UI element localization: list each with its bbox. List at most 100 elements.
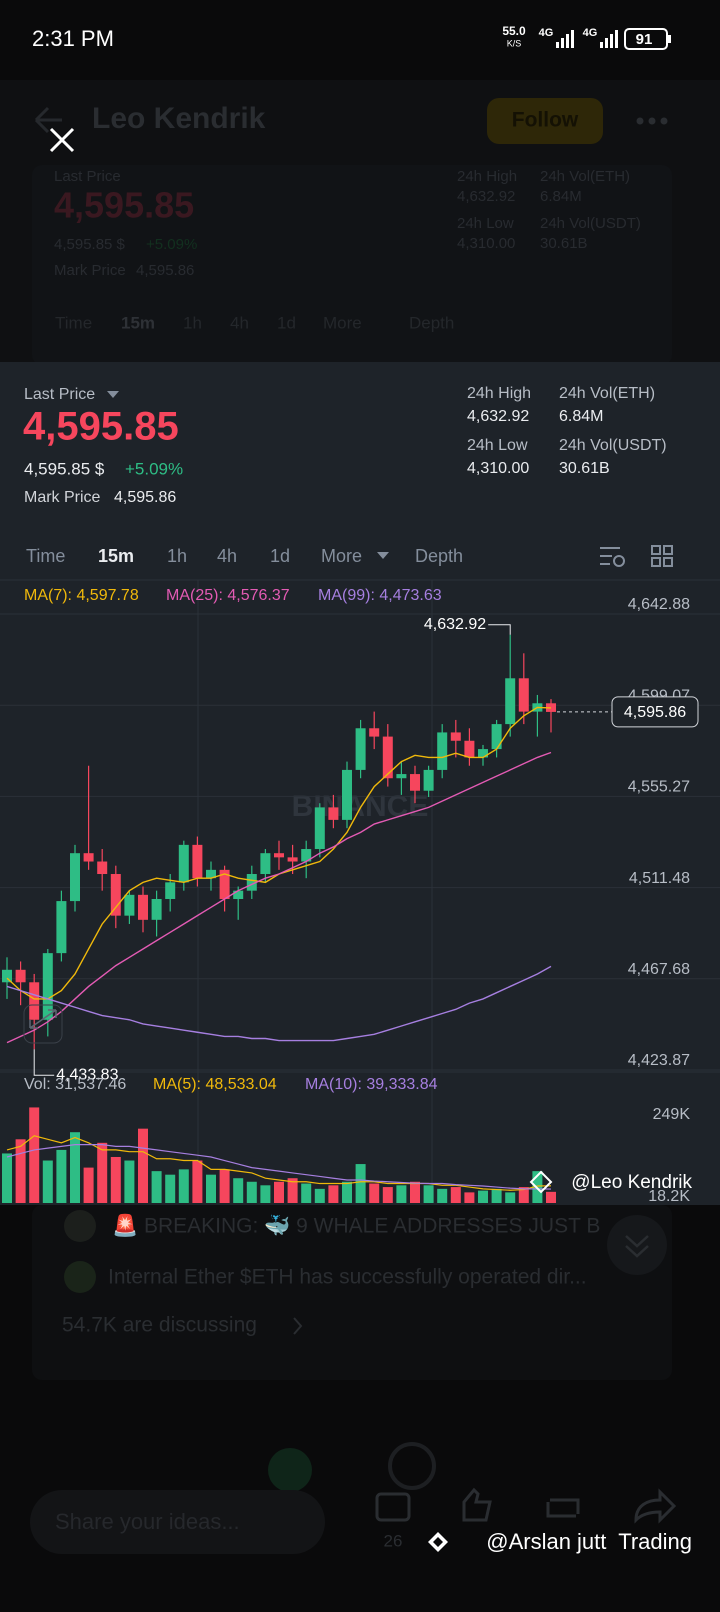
volume-bar — [478, 1190, 488, 1203]
chart: 4,642.884,599.074,555.274,511.484,467.68… — [0, 587, 720, 1205]
candle-body — [15, 969, 26, 983]
comment-icon[interactable] — [375, 1492, 411, 1522]
follow-button[interactable] — [487, 98, 603, 144]
candle-body — [287, 857, 298, 862]
volume-bar — [260, 1185, 271, 1203]
y-tick-label: 18.2K — [648, 1188, 690, 1205]
more-icon[interactable] — [636, 117, 668, 125]
volume-ma-line — [6, 1135, 552, 1191]
battery — [624, 28, 668, 50]
candle-body — [464, 740, 475, 758]
interval-tab[interactable]: 15m — [98, 546, 134, 566]
dim-value: 4,595.86 — [136, 262, 194, 279]
stat-value: 4,632.92 — [467, 408, 529, 425]
post-text: Internal Ether $ETH has successfully ope… — [108, 1266, 587, 1289]
candle-body — [423, 769, 434, 791]
y-tick-label: 4,467.68 — [628, 961, 690, 978]
dropdown-icon[interactable] — [107, 391, 119, 398]
stat-label: 24h Low — [467, 437, 528, 454]
y-tick-label: 249K — [653, 1106, 691, 1123]
volume-bar — [369, 1183, 380, 1203]
interval-tab[interactable]: Time — [26, 546, 65, 566]
dim-label: Last Price — [54, 168, 121, 185]
watermark: BINANCE — [292, 790, 429, 823]
share-icon[interactable] — [388, 1442, 436, 1490]
volume-bar — [165, 1174, 176, 1203]
signal-icon — [600, 30, 618, 48]
like-icon[interactable] — [462, 1487, 492, 1522]
status-time: 2:31 PM — [32, 26, 114, 51]
layout-icon[interactable] — [651, 545, 673, 567]
volume-bar — [518, 1187, 529, 1203]
interval-tab[interactable]: More — [321, 546, 362, 566]
candle-body — [437, 732, 448, 770]
comment-input[interactable] — [30, 1490, 325, 1554]
mark-price: 4,595.86 — [114, 489, 176, 506]
reaction-icon[interactable] — [268, 1448, 312, 1492]
dim-value: 30.61B — [540, 235, 588, 252]
volume-bar — [97, 1142, 108, 1203]
volume-bar — [437, 1188, 448, 1203]
price-line-label: 4,595.86 — [624, 704, 686, 721]
last-price-label: Last Price — [24, 386, 95, 403]
candle-body — [83, 853, 94, 862]
candle-body — [124, 894, 135, 916]
dim-tab: 4h — [230, 313, 249, 332]
back-icon[interactable] — [34, 106, 62, 134]
dim-label: 24h Low — [457, 215, 514, 232]
stat-value: 30.61B — [559, 460, 610, 477]
candle-body — [56, 901, 67, 954]
candle-body — [178, 844, 189, 883]
ma-line — [6, 751, 552, 1044]
post-text: 🚨 BREAKING: 🐳 9 WHALE ADDRESSES JUST B — [112, 1213, 600, 1238]
candle-body — [219, 869, 230, 899]
forward-icon[interactable] — [634, 1488, 677, 1524]
volume-bar — [450, 1187, 461, 1203]
candle-body — [314, 807, 325, 850]
chevron[interactable] — [293, 1317, 303, 1335]
expand-icon[interactable] — [29, 1009, 57, 1029]
interval-tab[interactable]: Depth — [415, 546, 463, 566]
dim-label: Mark Price — [54, 262, 126, 279]
signal-icon — [556, 30, 574, 48]
dim-post-card — [32, 1205, 672, 1380]
interval-tab[interactable]: 1d — [270, 546, 290, 566]
dim-tab: 15m — [121, 313, 155, 332]
settings-icon[interactable] — [600, 547, 625, 567]
dropdown-icon[interactable] — [377, 552, 389, 559]
dim-tabs: Time 15m 1h 4h 1d More Depth — [55, 313, 454, 332]
expand-button[interactable] — [23, 1004, 63, 1044]
y-tick-label: 4,555.27 — [628, 779, 690, 796]
volume-bar — [464, 1192, 475, 1203]
ma-legend: MA(7): 4,597.78 — [24, 587, 139, 604]
candle-body — [260, 853, 271, 875]
author-name: Leo Kendrik — [92, 102, 266, 135]
y-tick-label: 4,423.87 — [628, 1052, 690, 1069]
net-speed: 55.0 — [502, 24, 526, 38]
ma-legend: MA(25): 4,576.37 — [166, 587, 290, 604]
repost-icon[interactable] — [546, 1498, 580, 1518]
interval-tab[interactable]: 4h — [217, 546, 237, 566]
candle-body — [192, 844, 203, 879]
volume-bar — [546, 1191, 556, 1203]
annotation-line — [488, 624, 511, 635]
volume-bar — [382, 1187, 393, 1203]
candle-body — [29, 982, 40, 1020]
battery-tip — [668, 35, 671, 43]
annotation-label: 4,433.83 — [56, 1066, 118, 1083]
candle-body — [478, 749, 488, 758]
volume-bar — [206, 1174, 216, 1203]
volume-bar — [246, 1181, 257, 1203]
interval-tab[interactable]: 1h — [167, 546, 187, 566]
volume-bar — [42, 1160, 53, 1203]
volume-bar — [151, 1171, 162, 1203]
discussing: 54.7K are discussing — [62, 1314, 257, 1337]
close-icon[interactable] — [49, 127, 75, 153]
footer-watermark: @Arslan jutt Trading — [486, 1529, 692, 1554]
dim-tab: Depth — [409, 313, 454, 332]
candle-body — [274, 853, 284, 858]
volume-bar — [2, 1153, 12, 1203]
price-line-box — [611, 696, 699, 728]
avatar — [64, 1261, 96, 1293]
volume-bar — [355, 1164, 366, 1203]
